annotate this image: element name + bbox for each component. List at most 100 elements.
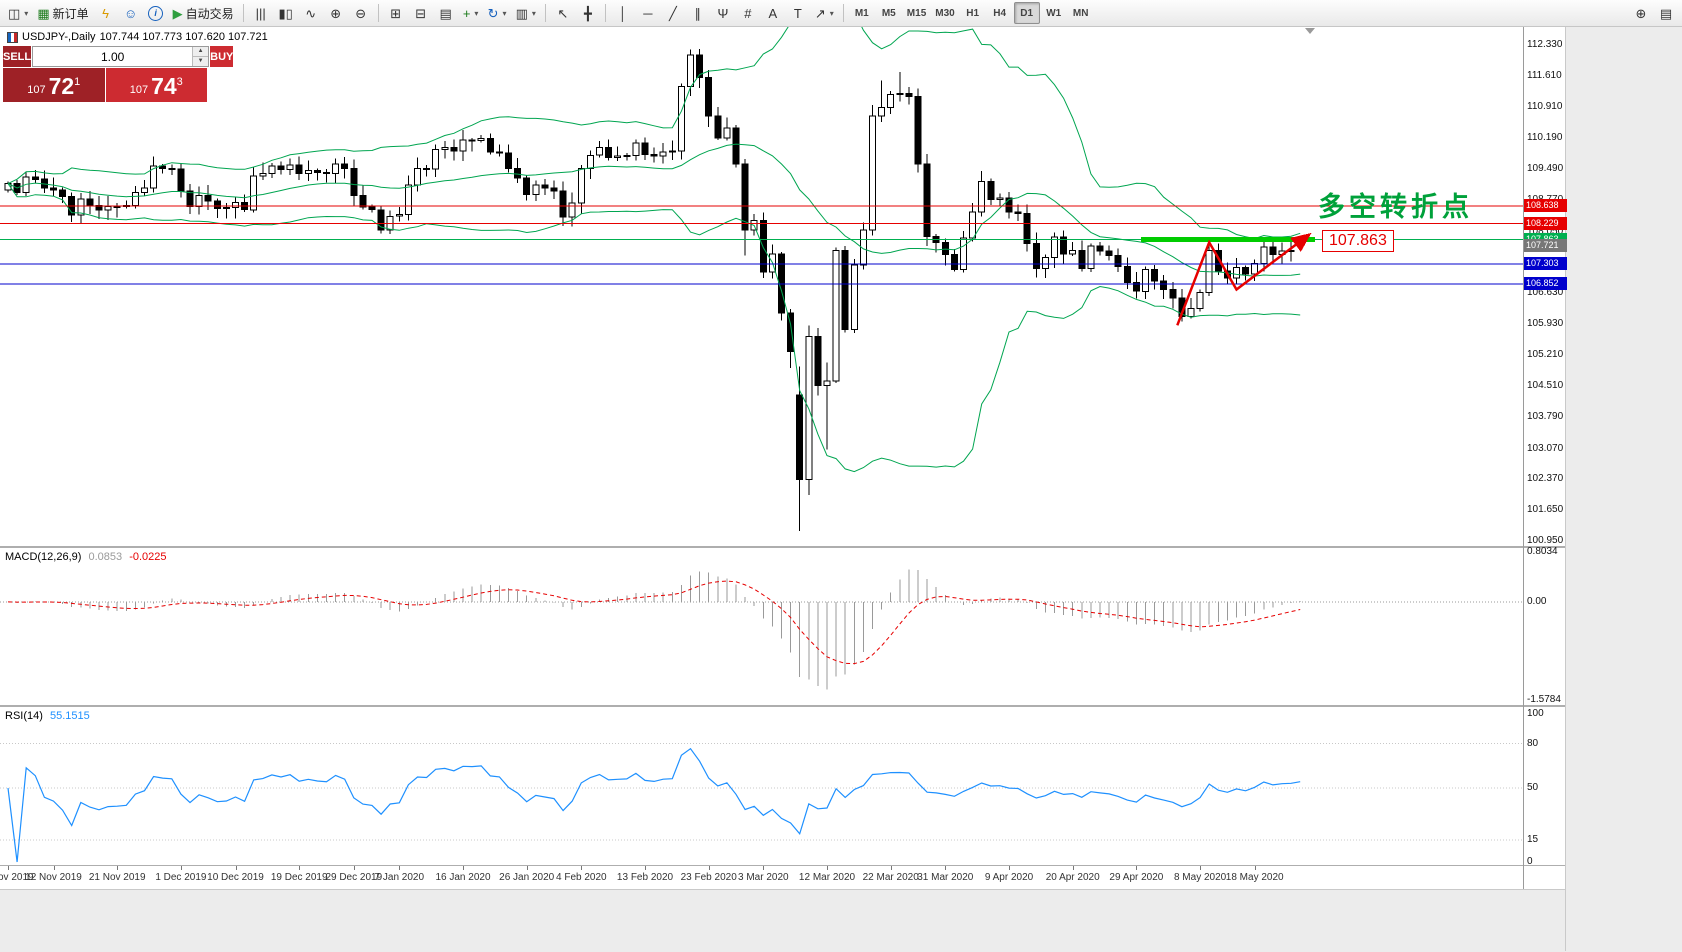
profiles-button[interactable]: ☺: [119, 2, 143, 24]
macd-scale-label: 0.8034: [1527, 546, 1558, 557]
lot-increase-button[interactable]: ▲: [193, 47, 209, 57]
sell-price-big: 72: [48, 73, 75, 99]
time-axis-label: 12 Nov 2019: [25, 872, 82, 883]
crosshair-button[interactable]: ╋: [576, 2, 600, 24]
price-scale-label: 105.930: [1527, 317, 1564, 329]
cursor-button[interactable]: ↖: [551, 2, 575, 24]
rsi-scale-label: 15: [1527, 833, 1539, 845]
time-axis-label: 29 Dec 2019: [325, 872, 383, 883]
rsi-scale-label: 80: [1527, 737, 1539, 749]
price-scale-label: 101.650: [1527, 504, 1564, 516]
timeframe-m5-button[interactable]: M5: [876, 2, 902, 24]
tile-windows-button[interactable]: ⊞: [384, 2, 408, 24]
lot-input[interactable]: [33, 47, 193, 66]
annotation-text: 多空转折点: [1318, 192, 1473, 222]
templates-button[interactable]: ▥ ▾: [512, 2, 540, 24]
data-window-button[interactable]: i: [144, 2, 168, 24]
new-order-button[interactable]: ▦ 新订单: [33, 2, 92, 24]
toolbar-separator: [242, 4, 244, 22]
chart-symbol-period: USDJPY-,Daily: [22, 31, 96, 43]
macd-canvas[interactable]: [0, 548, 1523, 705]
text-button[interactable]: A: [761, 2, 785, 24]
sell-price-sup: 1: [74, 76, 81, 88]
lot-size-box: ▲ ▼: [32, 46, 210, 67]
vertical-line-button[interactable]: │: [611, 2, 635, 24]
timeframe-h1-button[interactable]: H1: [960, 2, 986, 24]
axis-separator: [0, 865, 1565, 867]
arrows-button[interactable]: ↗ ▾: [811, 2, 838, 24]
sell-button[interactable]: SELL: [3, 46, 32, 67]
time-axis-tick: [463, 866, 464, 870]
andrews-pitchfork-button[interactable]: Ψ: [711, 2, 735, 24]
price-scale-label: 111.610: [1527, 70, 1562, 82]
trendline-button[interactable]: ╱: [661, 2, 685, 24]
buy-price-button[interactable]: 107 74 3: [105, 68, 207, 102]
autotrading-button[interactable]: ▶ 自动交易: [169, 2, 238, 24]
new-chart-button[interactable]: ◫ ▾: [4, 2, 32, 24]
buy-button[interactable]: BUY: [210, 46, 234, 67]
zoom-in-button[interactable]: ⊕: [324, 2, 348, 24]
rsi-scale-label: 100: [1527, 708, 1544, 719]
rsi-scale-label: 50: [1527, 782, 1539, 793]
print-button[interactable]: ▤: [1654, 2, 1678, 24]
rsi-canvas[interactable]: [0, 707, 1523, 865]
timeframe-mn-button[interactable]: MN: [1068, 2, 1094, 24]
search-button[interactable]: ⊕: [1629, 2, 1653, 24]
text-label-button[interactable]: T: [786, 2, 810, 24]
fibonacci-button[interactable]: #: [736, 2, 760, 24]
equidistant-channel-button[interactable]: ∥: [686, 2, 710, 24]
time-axis-tick: [53, 866, 55, 870]
time-axis-label: 8 May 2020: [1173, 872, 1227, 883]
sell-price-button[interactable]: 107 72 1: [3, 68, 105, 102]
main-chart-canvas[interactable]: [0, 27, 1523, 546]
price-line-label: 107.721: [1524, 238, 1567, 252]
time-axis-label: 12 Mar 2020: [798, 872, 856, 883]
panel-separator[interactable]: [0, 705, 1565, 708]
time-axis-tick: [1200, 866, 1202, 870]
horizontal-line-button[interactable]: ─: [636, 2, 660, 24]
price-scale-border: [1523, 27, 1524, 889]
price-scale-label: 103.790: [1527, 411, 1564, 423]
timeframe-h4-button[interactable]: H4: [987, 2, 1013, 24]
toolbar-separator: [544, 4, 546, 22]
timeframe-m1-button[interactable]: M1: [849, 2, 875, 24]
timeframe-m30-button[interactable]: M30: [931, 2, 958, 24]
price-scale-label: 100.950: [1527, 535, 1564, 546]
candlestick-chart-button[interactable]: ▮▯: [274, 2, 298, 24]
time-axis-tick: [526, 866, 528, 870]
toolbar: ◫ ▾ ▦ 新订单 ϟ ☺ i ▶ 自动交易 ||| ▮▯ ∿ ⊕ ⊖ ⊞ ⊟ ▤ + ▾ ↻ ▾ ▥ ▾ ↖ ╋ │ ─ ╱ ∥ Ψ # A…: [0, 0, 1682, 27]
bar-chart-button[interactable]: |||: [249, 2, 273, 24]
price-scale-label: 104.510: [1527, 379, 1564, 391]
rsi-name: RSI(14): [5, 710, 43, 722]
lot-decrease-button[interactable]: ▼: [193, 57, 209, 66]
price-scale-label: 106.630: [1527, 287, 1564, 299]
time-axis-label: 5 Nov 2019: [0, 872, 34, 883]
zoom-out-button[interactable]: ⊖: [349, 2, 373, 24]
timeframe-d1-button[interactable]: D1: [1013, 2, 1040, 24]
time-axis-label: 23 Feb 2020: [680, 872, 737, 883]
buy-price-prefix: 107: [129, 84, 149, 96]
time-axis-tick: [399, 866, 401, 870]
indicators-button[interactable]: + ▾: [459, 2, 483, 24]
macd-label: MACD(12,26,9) 0.0853 -0.0225: [5, 551, 167, 563]
time-axis-tick: [8, 866, 9, 870]
price-scale-label: 109.490: [1527, 162, 1564, 174]
timeframe-m15-button[interactable]: M15: [903, 2, 930, 24]
line-chart-button[interactable]: ∿: [299, 2, 323, 24]
panel-separator[interactable]: [0, 546, 1565, 549]
time-axis-label: 26 Jan 2020: [499, 872, 555, 883]
arrange-windows-button[interactable]: ▤: [434, 2, 458, 24]
bottom-panel-area: [0, 889, 1565, 952]
toolbar-separator: [377, 4, 379, 22]
price-scale-label: 103.070: [1527, 442, 1564, 454]
cascade-windows-button[interactable]: ⊟: [409, 2, 433, 24]
toolbar-right-group: ⊕ ▤: [1629, 2, 1678, 24]
time-axis-tick: [299, 866, 301, 870]
chart-shift-marker[interactable]: [1305, 28, 1315, 34]
periods-button[interactable]: ↻ ▾: [484, 2, 511, 24]
timeframe-w1-button[interactable]: W1: [1041, 2, 1067, 24]
time-axis-label: 16 Jan 2020: [435, 872, 491, 883]
macd-scale-label: 0.00: [1527, 595, 1547, 607]
expert-advisors-button[interactable]: ϟ: [94, 2, 118, 24]
